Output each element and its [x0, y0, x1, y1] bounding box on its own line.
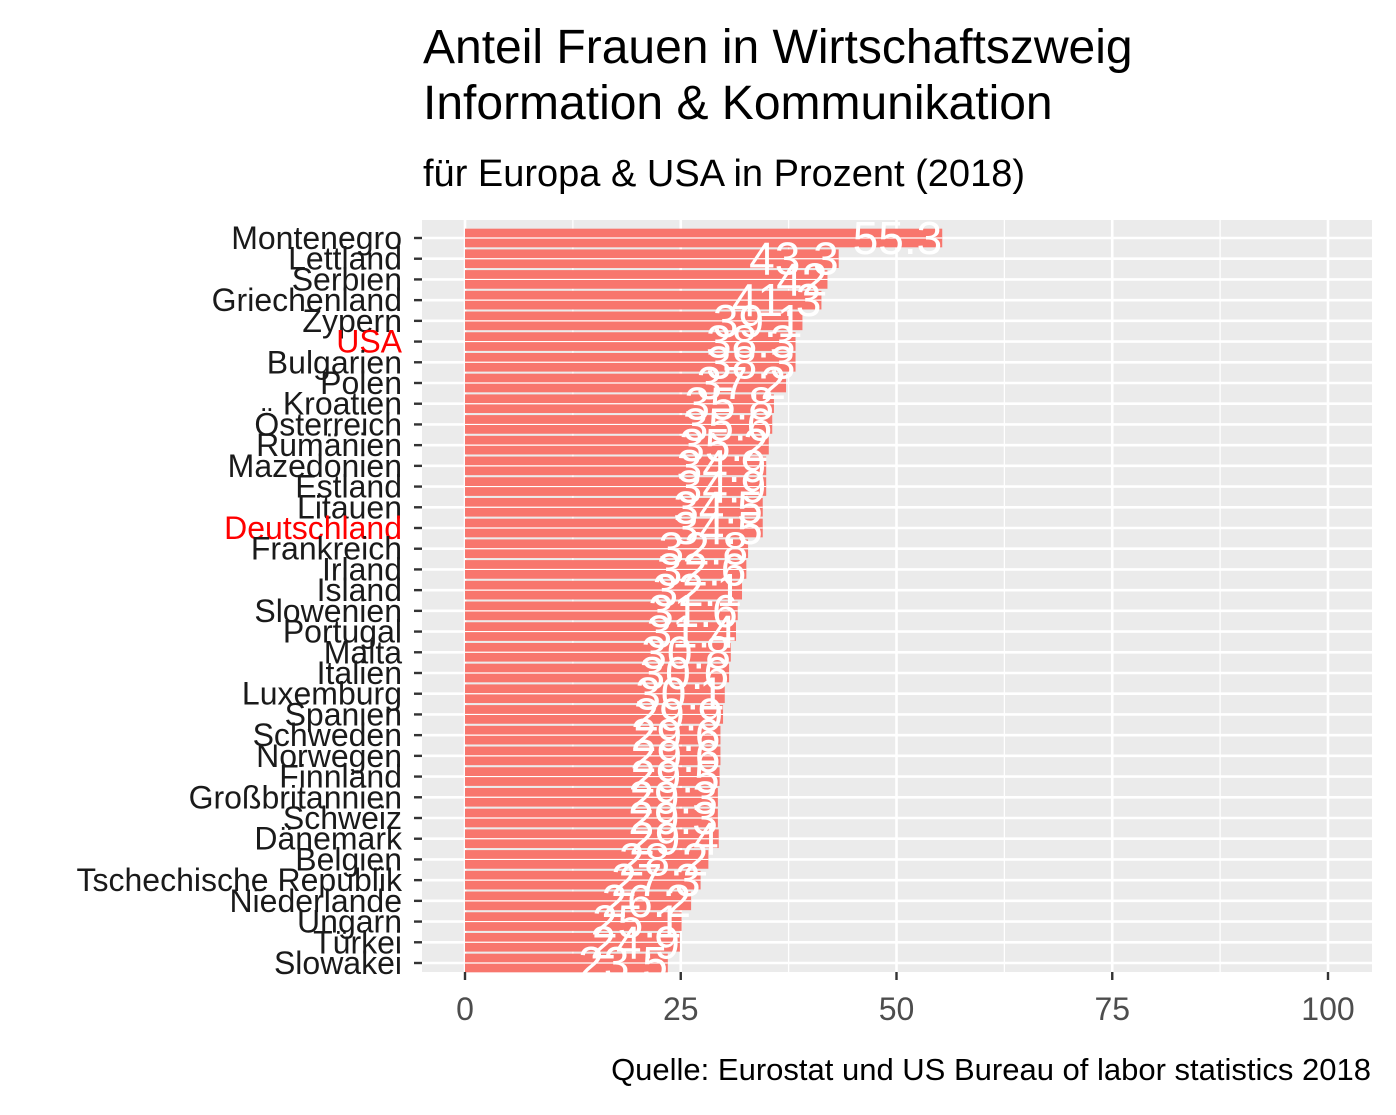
y-tick-label: Kroatien: [283, 386, 402, 422]
y-tick-label: Deutschland: [224, 510, 402, 546]
y-tick-label: Türkei: [313, 924, 402, 960]
y-tick-label: Ungarn: [297, 904, 402, 940]
y-tick-label: Niederlande: [229, 883, 402, 919]
data-label: 34.5: [673, 502, 763, 554]
data-label: 39.1: [713, 295, 803, 347]
y-tick-label: Finnland: [279, 759, 402, 795]
y-tick-label: Frankreich: [251, 531, 402, 567]
data-label: 32.1: [652, 564, 742, 616]
data-label: 29.4: [629, 813, 719, 865]
x-tick-label: 25: [663, 991, 699, 1027]
y-tick-label: Großbritannien: [189, 779, 402, 815]
chart-title: Anteil Frauen in Wirtschaftszweig Inform…: [423, 20, 1133, 132]
x-tick-label: 0: [456, 991, 474, 1027]
data-label: 25.1: [592, 896, 682, 948]
data-label: 34.9: [677, 440, 767, 492]
x-tick-label: 50: [879, 991, 915, 1027]
y-tick-label: Mazedonien: [228, 448, 402, 484]
data-labels: 55.3 43.34241.339.138.338.337.235.835.635…: [578, 212, 942, 989]
data-label: 37.2: [697, 357, 787, 409]
data-label: 35.2: [679, 419, 769, 471]
y-tick-label: Schweiz: [283, 800, 402, 836]
y-tick-label: Schweden: [253, 717, 402, 753]
data-label: 32.8: [659, 523, 749, 575]
y-tick-label: USA: [336, 324, 402, 360]
y-axis: MontenegroLettlandSerbienGriechenlandZyp…: [77, 220, 422, 981]
y-tick-label: Estland: [295, 469, 402, 505]
y-tick-label: Dänemark: [254, 821, 403, 857]
bars: [465, 228, 943, 973]
data-label: 24.9: [590, 916, 680, 968]
data-label: 29.6: [631, 709, 721, 761]
data-label: 35.6: [683, 398, 773, 450]
data-label: 38.3: [706, 336, 796, 388]
y-tick-label: Österreich: [254, 406, 402, 442]
data-label: 34.9: [677, 461, 767, 513]
y-tick-label: Belgien: [295, 841, 402, 877]
data-label: 41.3: [732, 274, 822, 326]
data-label: 42: [776, 253, 827, 305]
data-label: 27.3: [611, 854, 701, 906]
y-tick-label: Montenegro: [231, 220, 402, 256]
y-tick-label: Luxemburg: [242, 676, 402, 712]
data-label: 38.3: [706, 316, 796, 368]
data-label: 26.2: [602, 875, 692, 927]
data-label: 30.1: [635, 668, 725, 720]
data-label: 31.6: [648, 585, 738, 637]
y-tick-label: Island: [317, 572, 402, 608]
y-tick-label: Zypern: [302, 303, 402, 339]
data-label: 29.3: [628, 771, 718, 823]
x-tick-label: 75: [1094, 991, 1130, 1027]
y-tick-label: Litauen: [297, 489, 402, 525]
y-tick-label: Tschechische Republik: [77, 862, 404, 898]
y-tick-label: Serbien: [292, 261, 402, 297]
y-tick-label: Lettland: [288, 241, 402, 277]
y-tick-label: Spanien: [285, 696, 402, 732]
data-label: 29.6: [631, 730, 721, 782]
chart-title-line-2: Information & Kommunikation: [423, 77, 1053, 130]
y-tick-label: Norwegen: [256, 738, 402, 774]
y-tick-label: Malta: [324, 634, 402, 670]
data-label: 30.6: [640, 647, 730, 699]
chart-title-line-1: Anteil Frauen in Wirtschaftszweig: [423, 21, 1133, 74]
y-tick-label: Italien: [317, 655, 402, 691]
data-label: 32.6: [657, 543, 747, 595]
chart-caption: Quelle: Eurostat und US Bureau of labor …: [611, 1052, 1371, 1087]
chart-subtitle: für Europa & USA in Prozent (2018): [423, 153, 1025, 195]
y-tick-label: Griechenland: [212, 282, 402, 318]
data-label: 31.4: [646, 606, 736, 658]
y-tick-label: Slowakei: [274, 945, 402, 981]
data-label: 55.3: [853, 212, 943, 264]
y-tick-label: Irland: [322, 551, 402, 587]
data-label: 30.8: [641, 626, 731, 678]
data-label: 29.3: [628, 792, 718, 844]
y-tick-label: Rumänien: [256, 427, 402, 463]
data-label: 29.5: [630, 751, 720, 803]
data-label: 23.5: [578, 937, 668, 989]
x-tick-label: 100: [1301, 991, 1354, 1027]
data-label: 34.5: [673, 481, 763, 533]
data-label: 35.8: [684, 378, 774, 430]
data-label: 28.2: [619, 833, 709, 885]
y-tick-label: Bulgarien: [267, 344, 402, 380]
y-tick-label: Portugal: [283, 614, 402, 650]
y-tick-label: Polen: [320, 365, 402, 401]
x-axis: 0 25 50 75 100: [456, 972, 1355, 1027]
y-tick-label: Slowenien: [254, 593, 402, 629]
data-label: 29.9: [634, 688, 724, 740]
data-label: 43.3: [749, 233, 839, 285]
